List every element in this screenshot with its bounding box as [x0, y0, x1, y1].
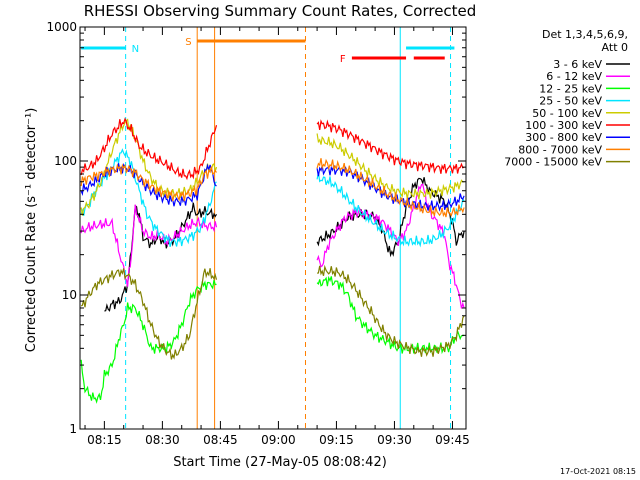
series-line-5-1 [316, 119, 465, 174]
series-line-0-1 [316, 177, 465, 258]
y-axis-label: Corrected Count Rate (s⁻¹ detector⁻¹) [24, 108, 39, 353]
y-axis: 1 10 100 1000 [46, 20, 466, 436]
legend-label: 25 - 50 keV [539, 95, 602, 108]
x-axis: 08:15 08:30 08:45 09:00 09:15 09:30 09:45 [84, 27, 470, 447]
series-line-3-1 [316, 172, 465, 248]
series-line-8-1 [317, 264, 465, 357]
legend-label: 7000 - 15000 keV [504, 156, 602, 169]
series-line-1-1 [316, 183, 465, 309]
series-line-7-0 [80, 163, 217, 202]
x-tick-label: 09:00 [261, 433, 296, 447]
plot-frame [79, 26, 467, 430]
y-tick-label: 1 [69, 422, 77, 436]
flag-label-0: N [132, 44, 139, 55]
series-line-7-1 [316, 158, 465, 218]
footer-timestamp: 17-Oct-2021 08:15 [560, 467, 636, 476]
y-tick-label: 10 [62, 288, 77, 302]
x-tick-label: 08:45 [203, 433, 238, 447]
series-line-0-0 [104, 202, 218, 312]
y-tick-label: 100 [54, 154, 77, 168]
legend-header-2: Att 0 [602, 41, 628, 54]
x-tick-label: 09:30 [377, 433, 412, 447]
x-tick-label: 08:30 [145, 433, 180, 447]
series-line-4-0 [80, 118, 218, 216]
x-tick-label: 09:45 [435, 433, 470, 447]
series-group [80, 117, 465, 404]
x-axis-label: Start Time (27-May-05 08:08:42) [173, 455, 387, 470]
series-line-8-0 [80, 268, 218, 360]
chart-title: RHESSI Observing Summary Count Rates, Co… [84, 2, 477, 20]
legend-header-1: Det 1,3,4,5,6,9, [542, 28, 628, 41]
legend-label: 800 - 7000 keV [518, 143, 602, 156]
series-line-3-0 [80, 148, 217, 247]
plot-area: N S F [80, 27, 465, 429]
legend-label: 6 - 12 keV [546, 70, 602, 83]
legend-label: 50 - 100 keV [532, 107, 602, 120]
legend-label: 300 - 800 keV [525, 131, 602, 144]
x-tick-label: 08:15 [87, 433, 122, 447]
legend-label: 100 - 300 keV [525, 119, 602, 132]
flag-label-1: S [185, 37, 191, 48]
series-line-2-0 [80, 279, 217, 404]
x-tick-label: 09:15 [319, 433, 354, 447]
series-line-1-0 [80, 204, 218, 287]
series-line-6-1 [316, 165, 465, 212]
legend-label: 12 - 25 keV [539, 82, 602, 95]
y-tick-label: 1000 [46, 20, 77, 34]
flag-label-2: F [340, 54, 346, 65]
legend-label: 3 - 6 keV [553, 58, 602, 71]
series-line-5-0 [80, 117, 218, 181]
